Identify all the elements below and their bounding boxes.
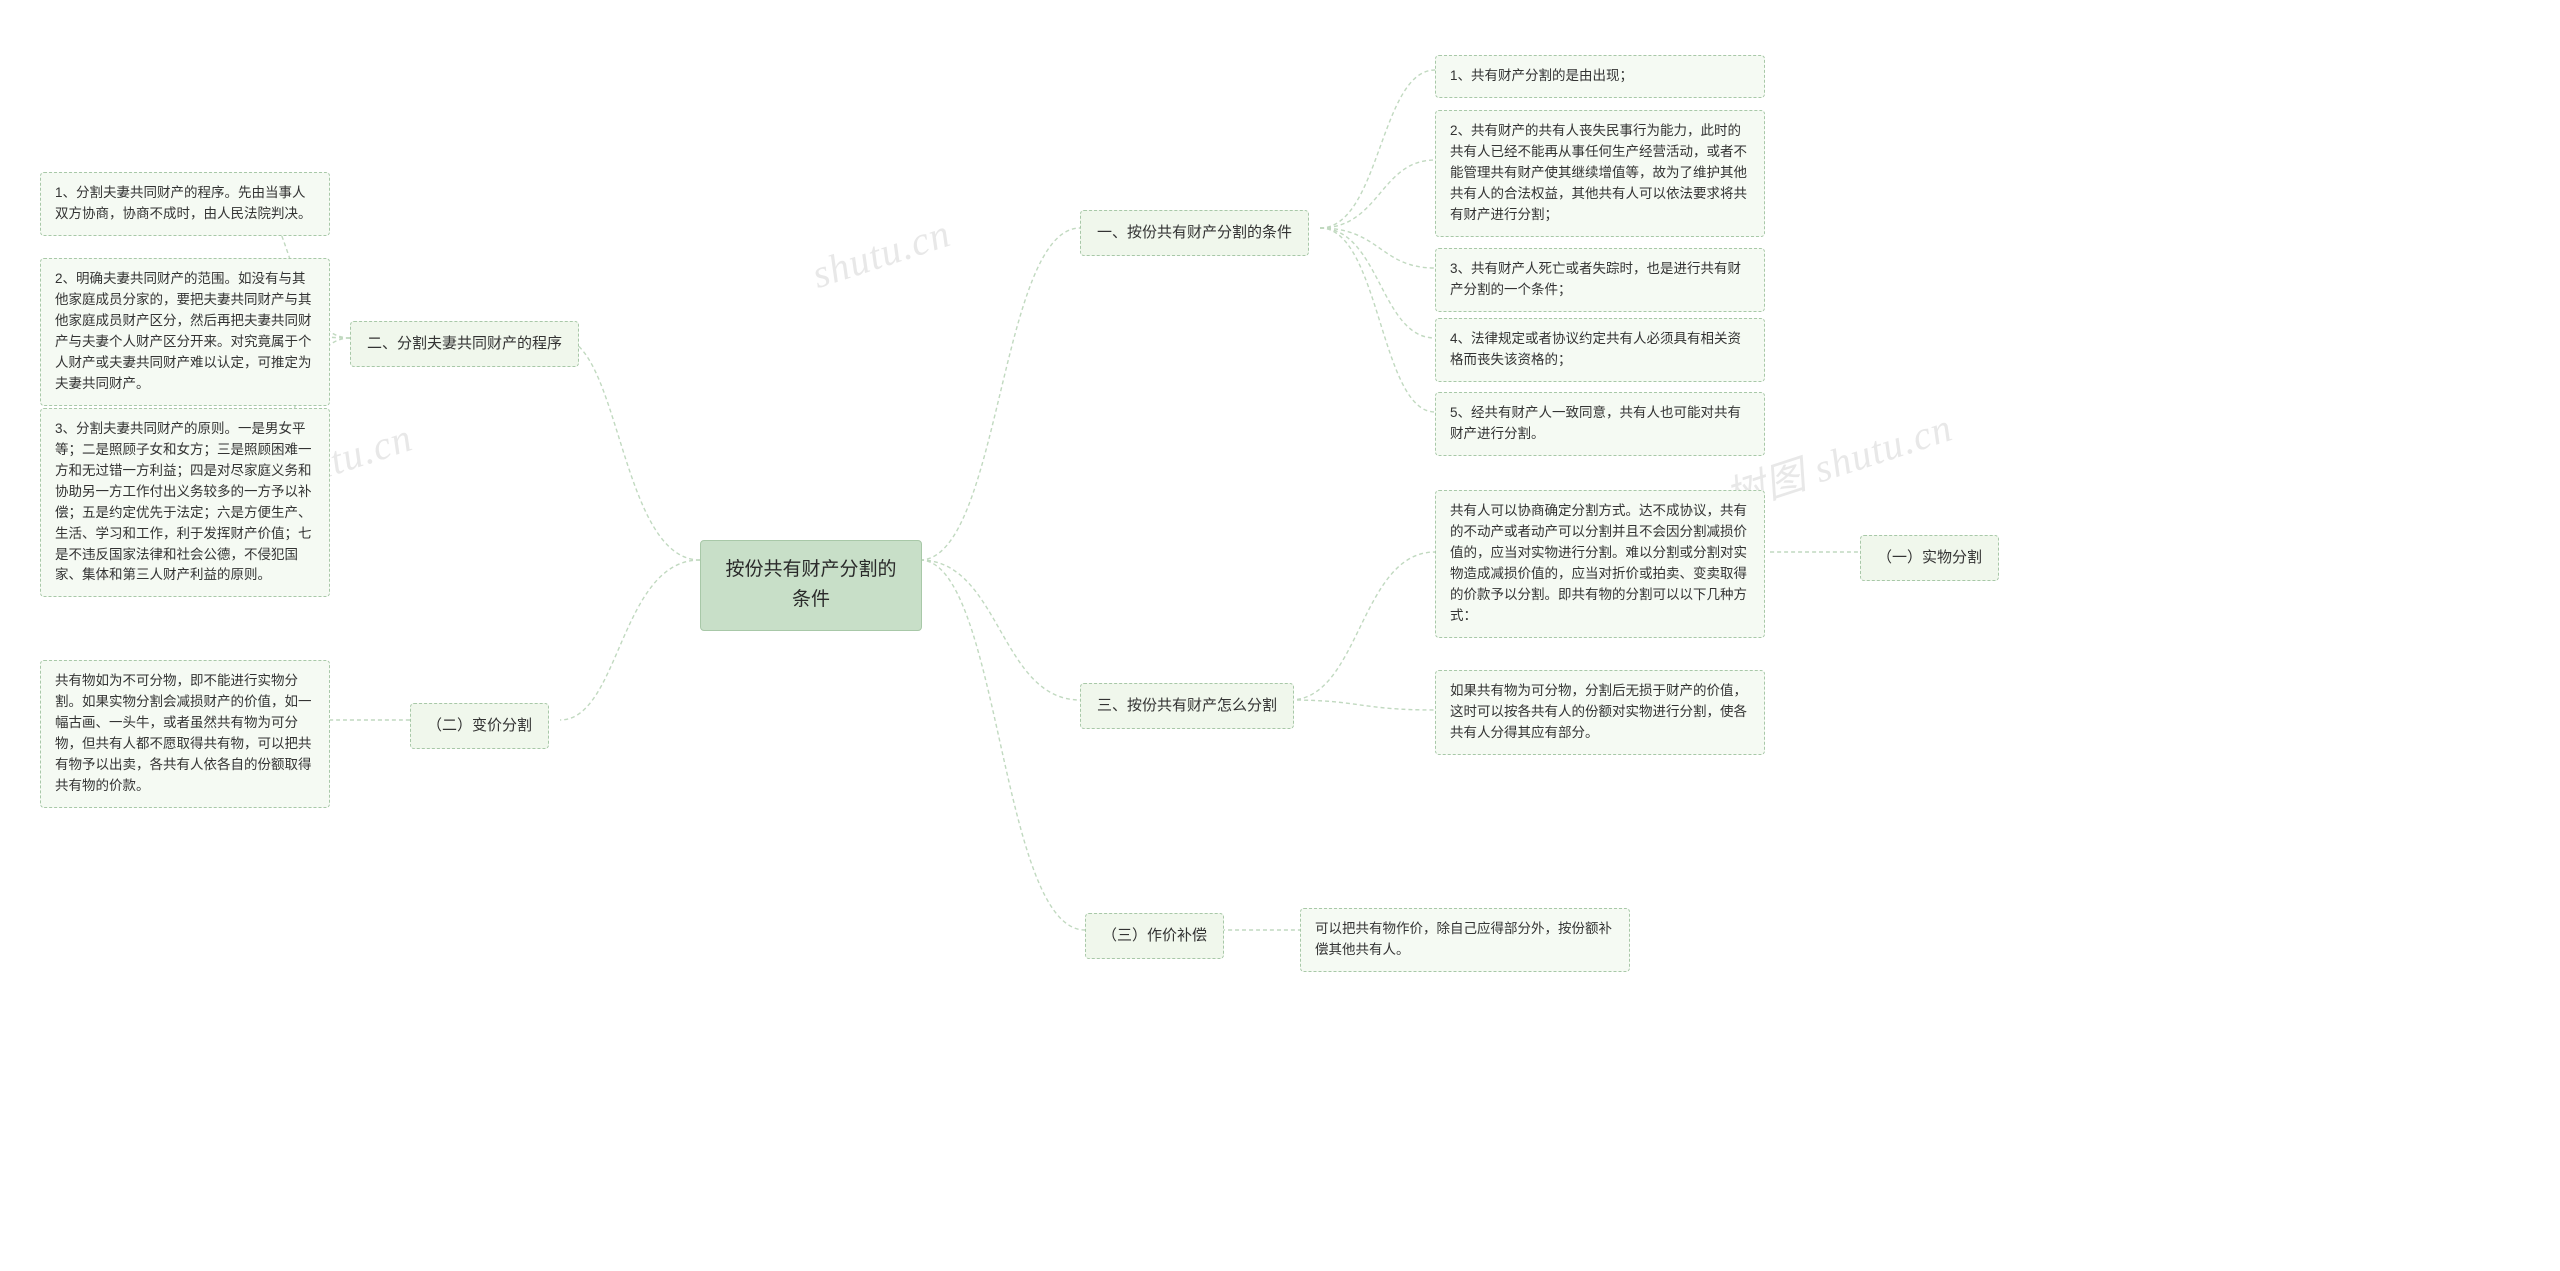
branch-1-item-4: 4、法律规定或者协议约定共有人必须具有相关资格而丧失该资格的； [1435,318,1765,382]
branch-2: 二、分割夫妻共同财产的程序 [350,321,579,367]
connectors [0,0,2560,1271]
branch-3-item-1: 共有人可以协商确定分割方式。达不成协议，共有的不动产或者动产可以分割并且不会因分… [1435,490,1765,638]
branch-3: 三、按份共有财产怎么分割 [1080,683,1294,729]
branch-sub3-item: 可以把共有物作价，除自己应得部分外，按份额补偿其他共有人。 [1300,908,1630,972]
branch-1-item-2: 2、共有财产的共有人丧失民事行为能力，此时的共有人已经不能再从事任何生产经营活动… [1435,110,1765,237]
branch-2-item-1: 1、分割夫妻共同财产的程序。先由当事人双方协商，协商不成时，由人民法院判决。 [40,172,330,236]
branch-1-item-1: 1、共有财产分割的是由出现； [1435,55,1765,98]
branch-2-item-2: 2、明确夫妻共同财产的范围。如没有与其他家庭成员分家的，要把夫妻共同财产与其他家… [40,258,330,406]
branch-2-item-3: 3、分割夫妻共同财产的原则。一是男女平等；二是照顾子女和女方；三是照顾困难一方和… [40,408,330,597]
branch-3-item-1-sub: （一）实物分割 [1860,535,1999,581]
watermark: shutu.cn [806,209,956,298]
branch-sub2: （二）变价分割 [410,703,549,749]
branch-sub2-item: 共有物如为不可分物，即不能进行实物分割。如果实物分割会减损财产的价值，如一幅古画… [40,660,330,808]
branch-1-item-3: 3、共有财产人死亡或者失踪时，也是进行共有财产分割的一个条件； [1435,248,1765,312]
branch-sub3: （三）作价补偿 [1085,913,1224,959]
branch-1-item-5: 5、经共有财产人一致同意，共有人也可能对共有财产进行分割。 [1435,392,1765,456]
branch-1: 一、按份共有财产分割的条件 [1080,210,1309,256]
center-node: 按份共有财产分割的条件 [700,540,922,631]
branch-3-item-2: 如果共有物为可分物，分割后无损于财产的价值，这时可以按各共有人的份额对实物进行分… [1435,670,1765,755]
